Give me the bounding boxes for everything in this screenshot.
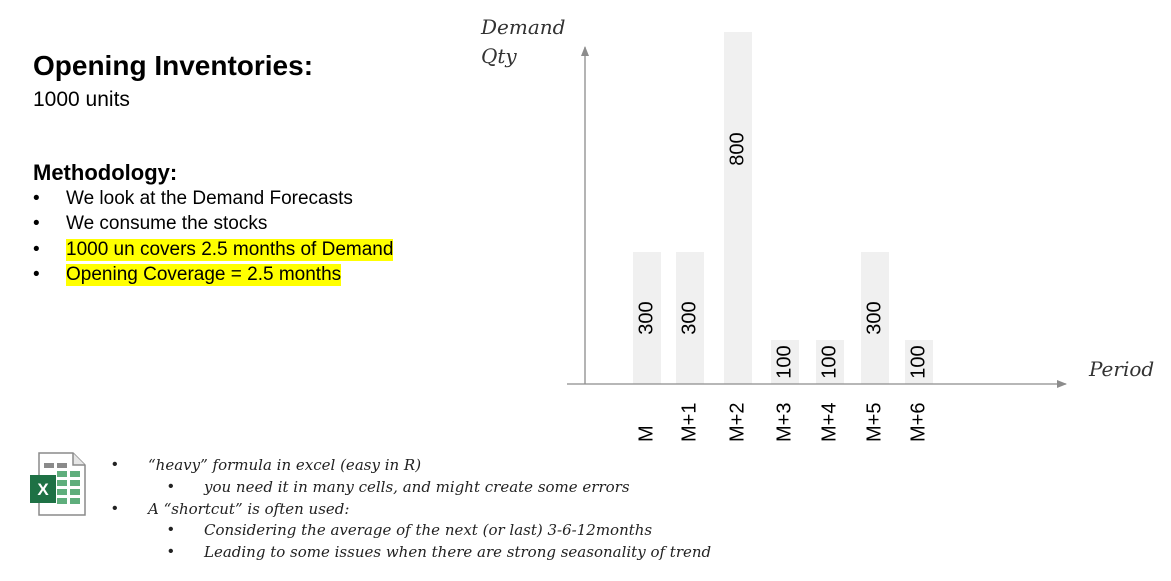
note-text: “heavy” formula in excel (easy in R) bbox=[148, 456, 422, 474]
bullet-marker: • bbox=[168, 478, 174, 495]
excel-icon-letter: X bbox=[37, 480, 49, 499]
note-subitem: • you need it in many cells, and might c… bbox=[168, 478, 630, 496]
methodology-item-text-highlighted: 1000 un covers 2.5 months of Demand bbox=[66, 239, 394, 261]
note-subitem: • Leading to some issues when there are … bbox=[168, 543, 711, 561]
bar-mplus5 bbox=[861, 252, 889, 384]
excel-icon: X bbox=[30, 452, 86, 516]
note-subitem: • Considering the average of the next (o… bbox=[168, 521, 652, 539]
y-axis-label-line2: Qty bbox=[481, 44, 517, 68]
bullet-marker: • bbox=[112, 500, 118, 517]
x-axis-label: Period bbox=[1088, 357, 1154, 381]
bar-mplus3 bbox=[771, 340, 799, 384]
note-text: Considering the average of the next (or … bbox=[204, 521, 653, 539]
methodology-item: • Opening Coverage = 2.5 months bbox=[33, 264, 342, 286]
bar-m bbox=[633, 252, 661, 384]
methodology-item-text: We look at the Demand Forecasts bbox=[66, 188, 353, 209]
category-tick-label: M+2 bbox=[726, 403, 748, 442]
y-axis-label-line1: Demand bbox=[480, 15, 565, 39]
bar-mplus6 bbox=[905, 340, 933, 384]
methodology-item: • 1000 un covers 2.5 months of Demand bbox=[33, 239, 394, 261]
bullet-marker: • bbox=[33, 213, 40, 234]
category-tick-label: M+5 bbox=[863, 403, 885, 442]
note-text: you need it in many cells, and might cre… bbox=[204, 478, 630, 496]
bar-value-label: 100 bbox=[818, 345, 840, 378]
bullet-marker: • bbox=[33, 264, 40, 285]
category-tick-label: M bbox=[635, 425, 657, 442]
bullet-marker: • bbox=[112, 456, 118, 473]
bar-value-label: 100 bbox=[907, 345, 929, 378]
note-item: • “heavy” formula in excel (easy in R) bbox=[112, 456, 421, 474]
category-tick-label: M+6 bbox=[907, 403, 929, 442]
methodology-item-text: We consume the stocks bbox=[66, 213, 268, 234]
methodology-title: Methodology: bbox=[33, 160, 178, 185]
note-text: A “shortcut” is often used: bbox=[148, 500, 350, 518]
note-text: Leading to some issues when there are st… bbox=[204, 543, 712, 561]
bar-value-label: 300 bbox=[635, 301, 657, 334]
bar-mplus1 bbox=[676, 252, 704, 384]
opening-units: 1000 units bbox=[33, 88, 130, 111]
bar-value-label: 300 bbox=[678, 301, 700, 334]
methodology-item: • We consume the stocks bbox=[33, 213, 267, 235]
bullet-marker: • bbox=[168, 521, 174, 538]
bar-value-label: 300 bbox=[863, 301, 885, 334]
bar-mplus4 bbox=[816, 340, 844, 384]
bullet-marker: • bbox=[33, 188, 40, 209]
page-title: Opening Inventories: bbox=[33, 50, 314, 81]
bar-mplus2 bbox=[724, 32, 752, 384]
category-tick-label: M+3 bbox=[773, 403, 795, 442]
bar-value-label: 100 bbox=[773, 345, 795, 378]
methodology-item-text-highlighted: Opening Coverage = 2.5 months bbox=[66, 264, 342, 286]
bullet-marker: • bbox=[33, 239, 40, 260]
methodology-item: • We look at the Demand Forecasts bbox=[33, 188, 353, 210]
category-tick-label: M+4 bbox=[818, 403, 840, 442]
bar-value-label: 800 bbox=[726, 132, 748, 165]
bullet-marker: • bbox=[168, 543, 174, 560]
note-item: • A “shortcut” is often used: bbox=[112, 500, 349, 518]
category-tick-label: M+1 bbox=[678, 403, 700, 442]
